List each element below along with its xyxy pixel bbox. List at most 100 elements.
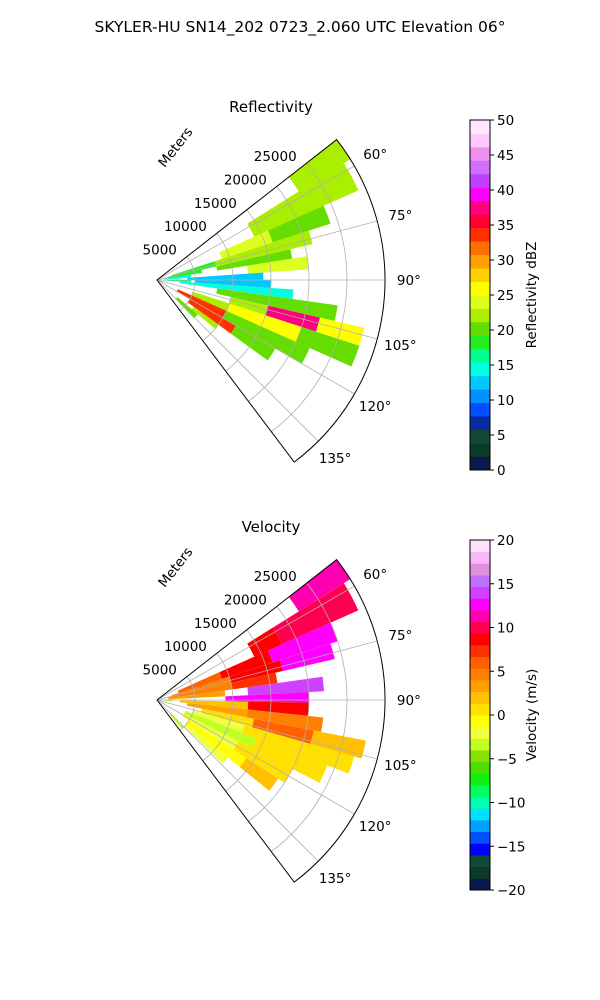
reflectivity-azimuth-gridline: [156, 220, 378, 281]
velocity-sector-outline: [156, 558, 386, 883]
velocity-colorbar-tick-label: −5: [497, 752, 517, 768]
velocity-cell: [239, 757, 279, 791]
velocity-colorbar-swatch: [470, 656, 490, 669]
reflectivity-colorbar-tick-label: 5: [497, 428, 506, 444]
velocity-colorbar-swatch: [470, 808, 490, 821]
velocity-colorbar-swatch: [470, 878, 490, 891]
velocity-colorbar-swatch: [470, 691, 490, 704]
velocity-colorbar-swatch: [470, 645, 490, 658]
reflectivity-azimuth-gridline: [156, 165, 355, 281]
velocity-colorbar-tick-label: −15: [497, 839, 526, 855]
velocity-colorbar-swatch: [470, 551, 490, 564]
velocity-cell: [247, 701, 309, 716]
velocity-azimuth-gridline: [156, 699, 319, 862]
reflectivity-radial-tick-label: 25000: [254, 149, 297, 165]
velocity-azimuth-gridline: [156, 699, 378, 760]
velocity-radial-tick-label: 15000: [194, 616, 237, 632]
velocity-azimuth-gridline: [156, 699, 355, 815]
figure-title: SKYLER-HU SN14_202 0723_2.060 UTC Elevat…: [95, 18, 506, 37]
reflectivity-cell: [168, 269, 203, 279]
reflectivity-cell: [295, 326, 360, 367]
reflectivity-colorbar-swatch: [470, 335, 490, 350]
reflectivity-colorbar-tick-label: 30: [497, 253, 514, 269]
velocity-azimuth-tick-label: 90°: [397, 693, 421, 709]
reflectivity-colorbar-swatch: [470, 416, 490, 431]
velocity-cell: [268, 622, 338, 663]
velocity-cell: [186, 720, 247, 767]
reflectivity-azimuth-tick-label: 90°: [397, 273, 421, 289]
reflectivity-radial-tick-label: 15000: [194, 196, 237, 212]
velocity-radial-tick-label: 20000: [224, 592, 267, 608]
velocity-cell: [233, 741, 293, 783]
velocity-colorbar-swatch: [470, 773, 490, 786]
velocity-radial-tick-label: 10000: [164, 639, 207, 655]
velocity-colorbar-tick-label: 20: [497, 533, 514, 549]
velocity-colorbar-swatch: [470, 586, 490, 599]
reflectivity-radial-tick-label: 5000: [143, 243, 177, 259]
velocity-range-ring: [271, 582, 348, 853]
velocity-azimuth-gridline: [156, 585, 355, 701]
reflectivity-colorbar-swatch: [470, 120, 490, 134]
reflectivity-colorbar-swatch: [470, 160, 490, 175]
reflectivity-cell: [216, 288, 338, 322]
velocity-colorbar-swatch: [470, 750, 490, 763]
reflectivity-cell: [247, 256, 309, 274]
velocity-panel: Velocity 60° 75° 90° 105° 120° 135° 5000 10000 15…: [143, 518, 540, 899]
velocity-colorbar-tick-label: 0: [497, 708, 506, 724]
reflectivity-cell: [265, 305, 320, 332]
reflectivity-colorbar-swatch: [470, 268, 490, 282]
velocity-range-ring: [202, 652, 234, 762]
velocity-cell: [184, 710, 257, 749]
reflectivity-cell: [219, 230, 273, 259]
reflectivity-data-cells: [164, 139, 365, 367]
reflectivity-range-ring: [248, 186, 310, 402]
reflectivity-radial-tick-label: 10000: [164, 219, 207, 235]
velocity-colorbar-swatch: [470, 726, 490, 739]
velocity-range-ring: [179, 676, 196, 731]
reflectivity-colorbar-swatch: [470, 227, 490, 242]
velocity-colorbar-swatch: [470, 563, 490, 576]
reflectivity-colorbar-swatch: [470, 187, 490, 202]
reflectivity-azimuth-tick-label: 105°: [384, 338, 417, 354]
velocity-colorbar-swatch: [470, 703, 490, 716]
velocity-radial-tick-label: 5000: [143, 663, 177, 679]
reflectivity-cell: [179, 281, 294, 300]
velocity-colorbar-label: Velocity (m/s): [524, 669, 540, 762]
velocity-colorbar-swatch: [470, 738, 490, 751]
reflectivity-colorbar: 0 5 10 15 20 25 30 35 40 45 50 Reflectivity dBZ: [469, 113, 540, 479]
velocity-cell: [192, 710, 245, 733]
reflectivity-title: Reflectivity: [229, 98, 313, 116]
reflectivity-cell: [164, 280, 192, 283]
velocity-cell: [168, 682, 233, 699]
velocity-range-ring: [225, 629, 272, 792]
velocity-colorbar-swatch: [470, 855, 490, 868]
reflectivity-range-ring: [225, 209, 272, 372]
velocity-title: Velocity: [242, 518, 301, 536]
reflectivity-panel: Reflectivity60°75°90°105°120°135°5000100…: [143, 98, 540, 479]
velocity-cell: [247, 627, 282, 657]
reflectivity-cell: [176, 289, 227, 318]
velocity-colorbar-tick-label: 10: [497, 621, 514, 637]
reflectivity-colorbar-swatch: [470, 241, 490, 256]
reflectivity-colorbar-swatch: [470, 375, 490, 390]
velocity-cell: [171, 676, 232, 697]
reflectivity-azimuth-tick-label: 60°: [363, 147, 387, 163]
reflectivity-colorbar-swatch: [470, 146, 490, 161]
reflectivity-colorbar-tick-label: 50: [497, 113, 514, 129]
reflectivity-azimuth-gridline: [156, 279, 319, 442]
reflectivity-colorbar-swatch: [470, 348, 490, 363]
reflectivity-colorbar-swatch: [470, 295, 490, 309]
reflectivity-colorbar-label: Reflectivity dBZ: [524, 242, 540, 349]
reflectivity-colorbar-tick-label: 25: [497, 288, 514, 304]
reflectivity-cell: [222, 310, 310, 364]
reflectivity-cell: [175, 297, 198, 319]
velocity-colorbar-swatch: [470, 680, 490, 693]
reflectivity-colorbar-tick-label: 20: [497, 323, 514, 339]
velocity-cell: [288, 559, 351, 612]
velocity-cell: [169, 713, 185, 729]
velocity-colorbar-swatch: [470, 668, 490, 681]
reflectivity-range-ring: [202, 232, 234, 342]
reflectivity-colorbar-swatch: [470, 214, 490, 229]
reflectivity-cell: [187, 299, 236, 334]
velocity-data-cells: [157, 559, 366, 791]
